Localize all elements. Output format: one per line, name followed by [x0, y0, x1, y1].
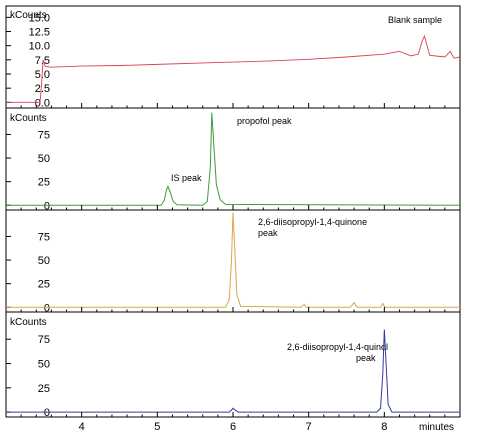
panel-1-ytick-label: 0.0: [35, 97, 50, 109]
panel-4-trace: [6, 329, 460, 413]
panel-1-ytick-label: 10.0: [29, 41, 50, 53]
panel-1-ytick-label: 15.0: [29, 12, 50, 24]
panel-2-annotation-is-peak: IS peak: [171, 173, 202, 183]
panel-2-ytick-label: 50: [38, 153, 50, 165]
panel-2-ytick-label: 75: [38, 129, 50, 141]
x-tick-label: 7: [306, 421, 312, 433]
panel-3-annotation-line-1: 2,6-diisopropyl-1,4-quinone: [258, 217, 367, 227]
x-tick-label: 6: [230, 421, 236, 433]
panel-4-ytick-label: 0: [44, 407, 50, 419]
panel-2-ytick-label: 0: [44, 200, 50, 212]
panel-1-ytick-label: 7.5: [35, 55, 50, 67]
panel-3-trace: [6, 212, 460, 308]
panel-1-ytick-label: 12.5: [29, 27, 50, 39]
panel-4-annotation-line-2: peak: [356, 353, 376, 363]
x-tick-label: 5: [154, 421, 160, 433]
panel-4-ylabel: kCounts: [10, 317, 47, 328]
panel-3-ytick-label: 75: [38, 231, 50, 243]
panel-4-annotation: 2,6-diisopropyl-1,4-quinol peak: [287, 342, 391, 363]
panel-2-yticks: 0 25 50 75: [6, 129, 50, 212]
panel-1-trace: [6, 34, 461, 103]
panel-3-annotation-line-2: peak: [258, 228, 278, 238]
panel-4-ytick-label: 50: [38, 359, 50, 371]
panel-4-ytick-label: 25: [38, 383, 50, 395]
panel-4-annotation-line-1: 2,6-diisopropyl-1,4-quinol: [287, 342, 388, 352]
panel-4-ytick-label: 75: [38, 334, 50, 346]
panel-1-yticks: 0.02.55.07.510.012.515.0: [6, 12, 50, 109]
x-tick-label: 4: [79, 421, 85, 433]
x-tick-label: 8: [381, 421, 387, 433]
panel-3-annotation: 2,6-diisopropyl-1,4-quinone peak: [258, 217, 370, 238]
panel-1-ylabel: kCounts: [10, 10, 47, 21]
panel-1-annotation: Blank sample: [388, 15, 442, 25]
panel-3-ytick-label: 50: [38, 255, 50, 267]
panel-3-ytick-label: 25: [38, 279, 50, 291]
panel-1-ytick-label: 2.5: [35, 83, 50, 95]
panel-1: kCounts Blank sample 0.02.55.07.510.012.…: [5, 5, 461, 109]
x-axis-unit-label: minutes: [419, 422, 454, 433]
panel-3-yticks: 0 25 50 75: [6, 231, 50, 314]
panel-2-annotation-propofol-peak: propofol peak: [237, 116, 292, 126]
panel-4: kCounts 2,6-diisopropyl-1,4-quinol peak …: [5, 311, 461, 433]
panel-3-ytick-label: 0: [44, 302, 50, 314]
panel-2-ylabel: kCounts: [10, 113, 47, 124]
panel-2-trace: [6, 112, 461, 206]
panel-2-ytick-label: 25: [38, 177, 50, 189]
x-axis-ticks: 4 5 6 7 8: [79, 421, 388, 433]
